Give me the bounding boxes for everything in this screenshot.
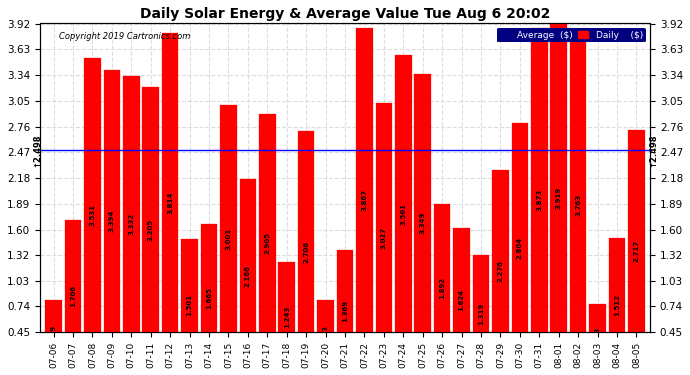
Bar: [395, 56, 411, 372]
Text: 2.804: 2.804: [517, 236, 523, 258]
Bar: [551, 24, 567, 372]
Bar: [84, 58, 101, 372]
Text: 1.512: 1.512: [614, 294, 620, 316]
Text: 0.809: 0.809: [50, 325, 57, 347]
Title: Daily Solar Energy & Average Value Tue Aug 6 20:02: Daily Solar Energy & Average Value Tue A…: [140, 7, 550, 21]
Bar: [531, 28, 548, 372]
Text: 3.531: 3.531: [90, 204, 95, 226]
Bar: [239, 180, 256, 372]
Bar: [123, 76, 139, 372]
Text: 3.919: 3.919: [555, 187, 562, 209]
Bar: [142, 87, 159, 372]
Bar: [162, 33, 179, 372]
Bar: [220, 105, 237, 372]
Text: 1.665: 1.665: [206, 287, 212, 309]
Text: 1.624: 1.624: [459, 289, 464, 311]
Text: 1.501: 1.501: [186, 294, 193, 316]
Text: 1.319: 1.319: [478, 302, 484, 325]
Bar: [609, 238, 625, 372]
Bar: [317, 300, 334, 372]
Text: 3.873: 3.873: [536, 189, 542, 211]
Bar: [375, 103, 392, 372]
Text: 3.561: 3.561: [400, 203, 406, 225]
Bar: [104, 70, 120, 372]
Text: 3.763: 3.763: [575, 194, 581, 216]
Text: 2.717: 2.717: [633, 240, 640, 262]
Text: Copyright 2019 Cartronics.com: Copyright 2019 Cartronics.com: [59, 32, 190, 41]
Text: 2.905: 2.905: [264, 232, 270, 254]
Text: 1.706: 1.706: [70, 285, 76, 307]
Bar: [453, 228, 470, 372]
Text: 1.892: 1.892: [439, 277, 445, 299]
Text: 1.243: 1.243: [284, 306, 290, 328]
Text: 3.394: 3.394: [109, 210, 115, 232]
Bar: [65, 220, 81, 372]
Text: 2.166: 2.166: [245, 265, 251, 287]
Text: 3.349: 3.349: [420, 212, 426, 234]
Bar: [473, 255, 489, 372]
Bar: [434, 204, 451, 372]
Text: 3.027: 3.027: [381, 226, 387, 249]
Bar: [279, 262, 295, 372]
Text: ↑2.498: ↑2.498: [33, 133, 42, 167]
Bar: [298, 132, 315, 372]
Bar: [356, 28, 373, 372]
Bar: [589, 304, 606, 372]
Bar: [337, 251, 353, 372]
Text: 3.867: 3.867: [362, 189, 368, 211]
Text: 2.276: 2.276: [497, 260, 504, 282]
Bar: [415, 74, 431, 372]
Bar: [181, 238, 198, 372]
Bar: [628, 130, 644, 372]
Text: 3.814: 3.814: [167, 191, 173, 214]
Text: 0.763: 0.763: [595, 327, 600, 349]
Text: ↑2.498: ↑2.498: [648, 133, 657, 167]
Bar: [492, 170, 509, 372]
Text: 3.332: 3.332: [128, 213, 135, 235]
Text: 3.001: 3.001: [226, 228, 231, 250]
Text: 2.706: 2.706: [303, 241, 309, 263]
Bar: [511, 123, 528, 372]
Legend: Average  ($), Daily    ($): Average ($), Daily ($): [497, 28, 646, 42]
Text: 3.205: 3.205: [148, 219, 154, 241]
Bar: [201, 224, 217, 372]
Bar: [46, 300, 62, 372]
Text: 1.369: 1.369: [342, 300, 348, 322]
Bar: [570, 38, 586, 372]
Bar: [259, 114, 275, 372]
Text: 0.811: 0.811: [322, 325, 328, 347]
